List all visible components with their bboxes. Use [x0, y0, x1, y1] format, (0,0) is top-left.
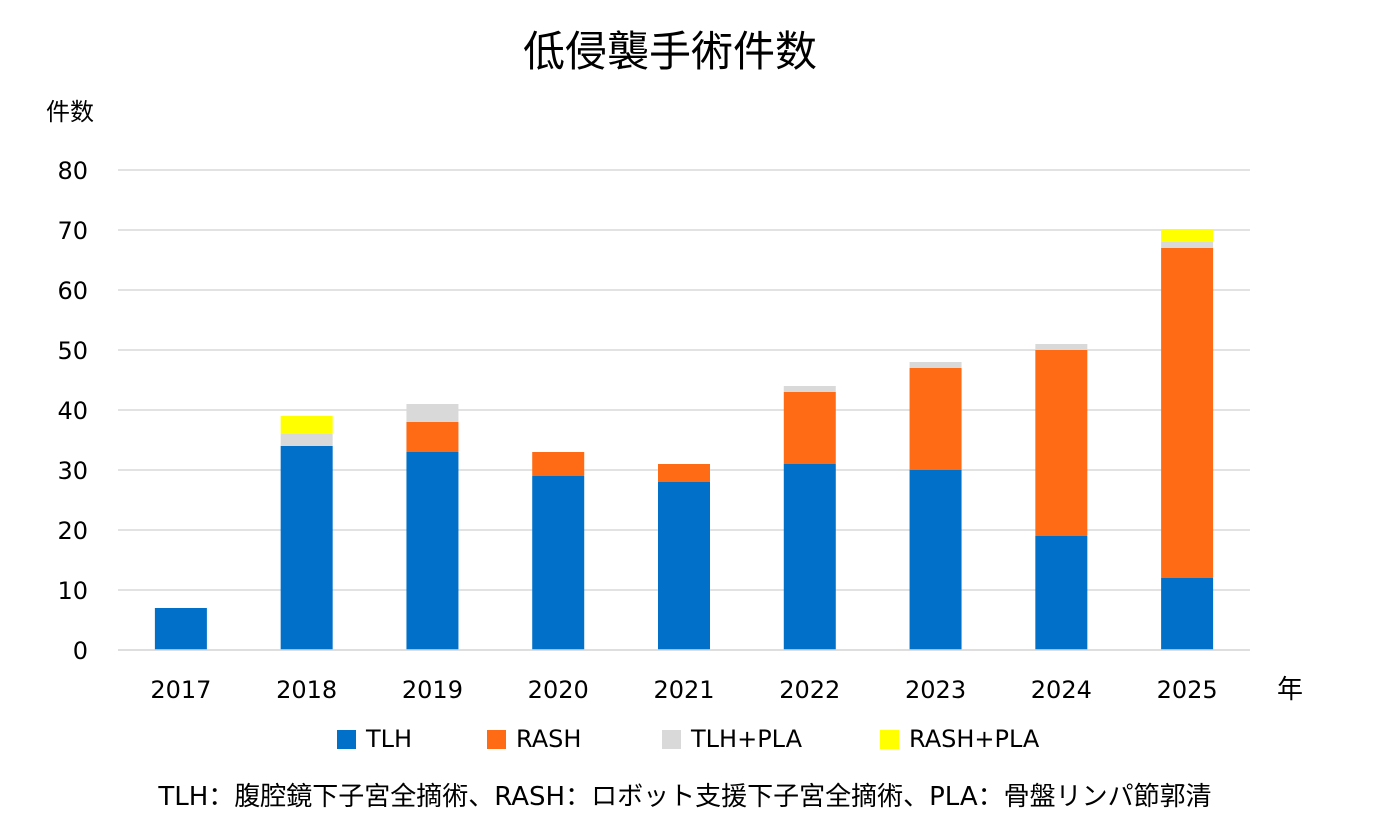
y-tick-label: 40 [57, 397, 88, 425]
y-tick-label: 80 [57, 157, 88, 185]
x-tick-label: 2017 [150, 676, 211, 704]
y-tick-label: 70 [57, 217, 88, 245]
x-tick-label: 2023 [905, 676, 966, 704]
x-tick-label: 2020 [528, 676, 589, 704]
legend-swatch [662, 729, 681, 749]
legend-label: RASH+PLA [909, 725, 1040, 753]
legend-label: TLH [366, 725, 413, 753]
bar-segment-tlh-plus-pla-2019 [406, 404, 459, 422]
bar-segment-tlh-2025 [1161, 578, 1214, 650]
legend-item: RASH [487, 722, 581, 756]
axes: 0 10 20 30 40 50 60 70 80 2017 2018 2019 2020 2021 202… [57, 157, 1250, 704]
bar-segment-rash-plus-pla-2018 [280, 416, 333, 434]
y-tick-label: 0 [73, 637, 88, 665]
x-tick-label: 2024 [1031, 676, 1092, 704]
bars [154, 230, 1214, 650]
legend-item: TLH+PLA [662, 722, 802, 756]
legend-swatch [880, 729, 899, 749]
y-tick-label: 30 [57, 457, 88, 485]
legend-item: TLH [337, 722, 412, 756]
bar-segment-tlh-plus-pla-2025 [1161, 242, 1214, 248]
x-axis-label: 年 [1277, 675, 1303, 705]
x-tick-label: 2021 [653, 676, 714, 704]
bar-segment-rash-2024 [1035, 350, 1088, 536]
x-tick-label: 2018 [276, 676, 337, 704]
y-axis-label: 件数 [46, 98, 94, 126]
legend-swatch [487, 729, 506, 749]
x-tick-label: 2022 [779, 676, 840, 704]
footnote: TLH：腹腔鏡下子宮全摘術、RASH：ロボット支援下子宮全摘術、PLA：骨盤リン… [158, 782, 1212, 812]
legend: TLH RASH TLH+PLA RASH+PLA [0, 722, 1400, 756]
bar-segment-rash-2021 [658, 464, 710, 482]
y-tick-label: 10 [57, 577, 88, 605]
bar-segment-rash-2022 [783, 392, 836, 464]
bar-segment-tlh-2024 [1035, 536, 1088, 650]
bar-segment-tlh-plus-pla-2022 [783, 386, 836, 392]
bar-segment-tlh-2019 [406, 452, 459, 650]
legend-item: RASH+PLA [880, 722, 1039, 756]
bar-segment-tlh-2018 [280, 446, 333, 650]
y-tick-label: 20 [57, 517, 88, 545]
chart-title: 低侵襲手術件数 [522, 27, 817, 76]
bar-segment-tlh-plus-pla-2023 [909, 362, 962, 368]
legend-label: RASH [516, 725, 582, 753]
bar-segment-tlh-2023 [909, 470, 962, 650]
bar-segment-tlh-2017 [154, 608, 207, 650]
bar-segment-tlh-plus-pla-2018 [280, 434, 333, 446]
x-tick-label: 2025 [1157, 676, 1218, 704]
y-tick-label: 60 [57, 277, 88, 305]
bar-segment-rash-2023 [909, 368, 962, 470]
bar-segment-rash-plus-pla-2025 [1161, 230, 1214, 242]
legend-swatch [337, 729, 356, 749]
x-tick-label: 2019 [402, 676, 463, 704]
bar-segment-tlh-2020 [532, 476, 585, 650]
bar-segment-tlh-2022 [783, 464, 836, 650]
bar-segment-tlh-plus-pla-2024 [1035, 344, 1088, 350]
legend-label: TLH+PLA [691, 725, 802, 753]
bar-segment-rash-2019 [406, 422, 459, 452]
bar-segment-tlh-2021 [658, 482, 710, 650]
y-tick-label: 50 [57, 337, 88, 365]
bar-segment-rash-2020 [532, 452, 585, 476]
bar-segment-rash-2025 [1161, 248, 1214, 578]
